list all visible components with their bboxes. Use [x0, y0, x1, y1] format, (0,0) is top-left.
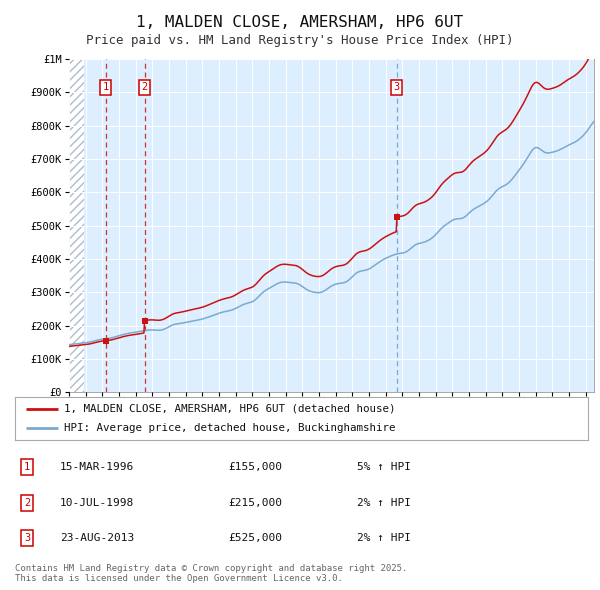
Text: Price paid vs. HM Land Registry's House Price Index (HPI): Price paid vs. HM Land Registry's House …: [86, 34, 514, 47]
Text: 2: 2: [24, 498, 30, 507]
Text: 5% ↑ HPI: 5% ↑ HPI: [357, 463, 411, 472]
Text: 2: 2: [142, 83, 148, 92]
Text: 3: 3: [24, 533, 30, 543]
Text: 15-MAR-1996: 15-MAR-1996: [60, 463, 134, 472]
Text: £155,000: £155,000: [228, 463, 282, 472]
Text: 1: 1: [103, 83, 109, 92]
Text: 2% ↑ HPI: 2% ↑ HPI: [357, 498, 411, 507]
Text: 23-AUG-2013: 23-AUG-2013: [60, 533, 134, 543]
Text: Contains HM Land Registry data © Crown copyright and database right 2025.
This d: Contains HM Land Registry data © Crown c…: [15, 563, 407, 583]
Text: £215,000: £215,000: [228, 498, 282, 507]
Text: 1, MALDEN CLOSE, AMERSHAM, HP6 6UT: 1, MALDEN CLOSE, AMERSHAM, HP6 6UT: [136, 15, 464, 30]
Text: 3: 3: [394, 83, 400, 92]
Text: 10-JUL-1998: 10-JUL-1998: [60, 498, 134, 507]
Text: 1: 1: [24, 463, 30, 472]
Text: 2% ↑ HPI: 2% ↑ HPI: [357, 533, 411, 543]
Bar: [69, 59, 85, 392]
Text: £525,000: £525,000: [228, 533, 282, 543]
Text: HPI: Average price, detached house, Buckinghamshire: HPI: Average price, detached house, Buck…: [64, 423, 395, 433]
Text: 1, MALDEN CLOSE, AMERSHAM, HP6 6UT (detached house): 1, MALDEN CLOSE, AMERSHAM, HP6 6UT (deta…: [64, 404, 395, 414]
